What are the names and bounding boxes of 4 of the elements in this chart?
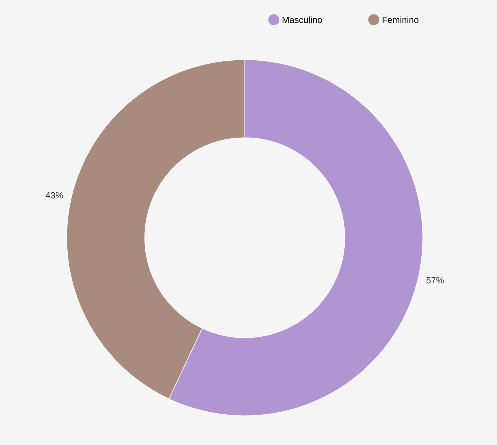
data-label: 43% xyxy=(46,192,64,199)
data-label: 57% xyxy=(426,277,444,284)
legend-label: Masculino xyxy=(282,16,322,24)
legend-label: Feminino xyxy=(382,16,419,24)
